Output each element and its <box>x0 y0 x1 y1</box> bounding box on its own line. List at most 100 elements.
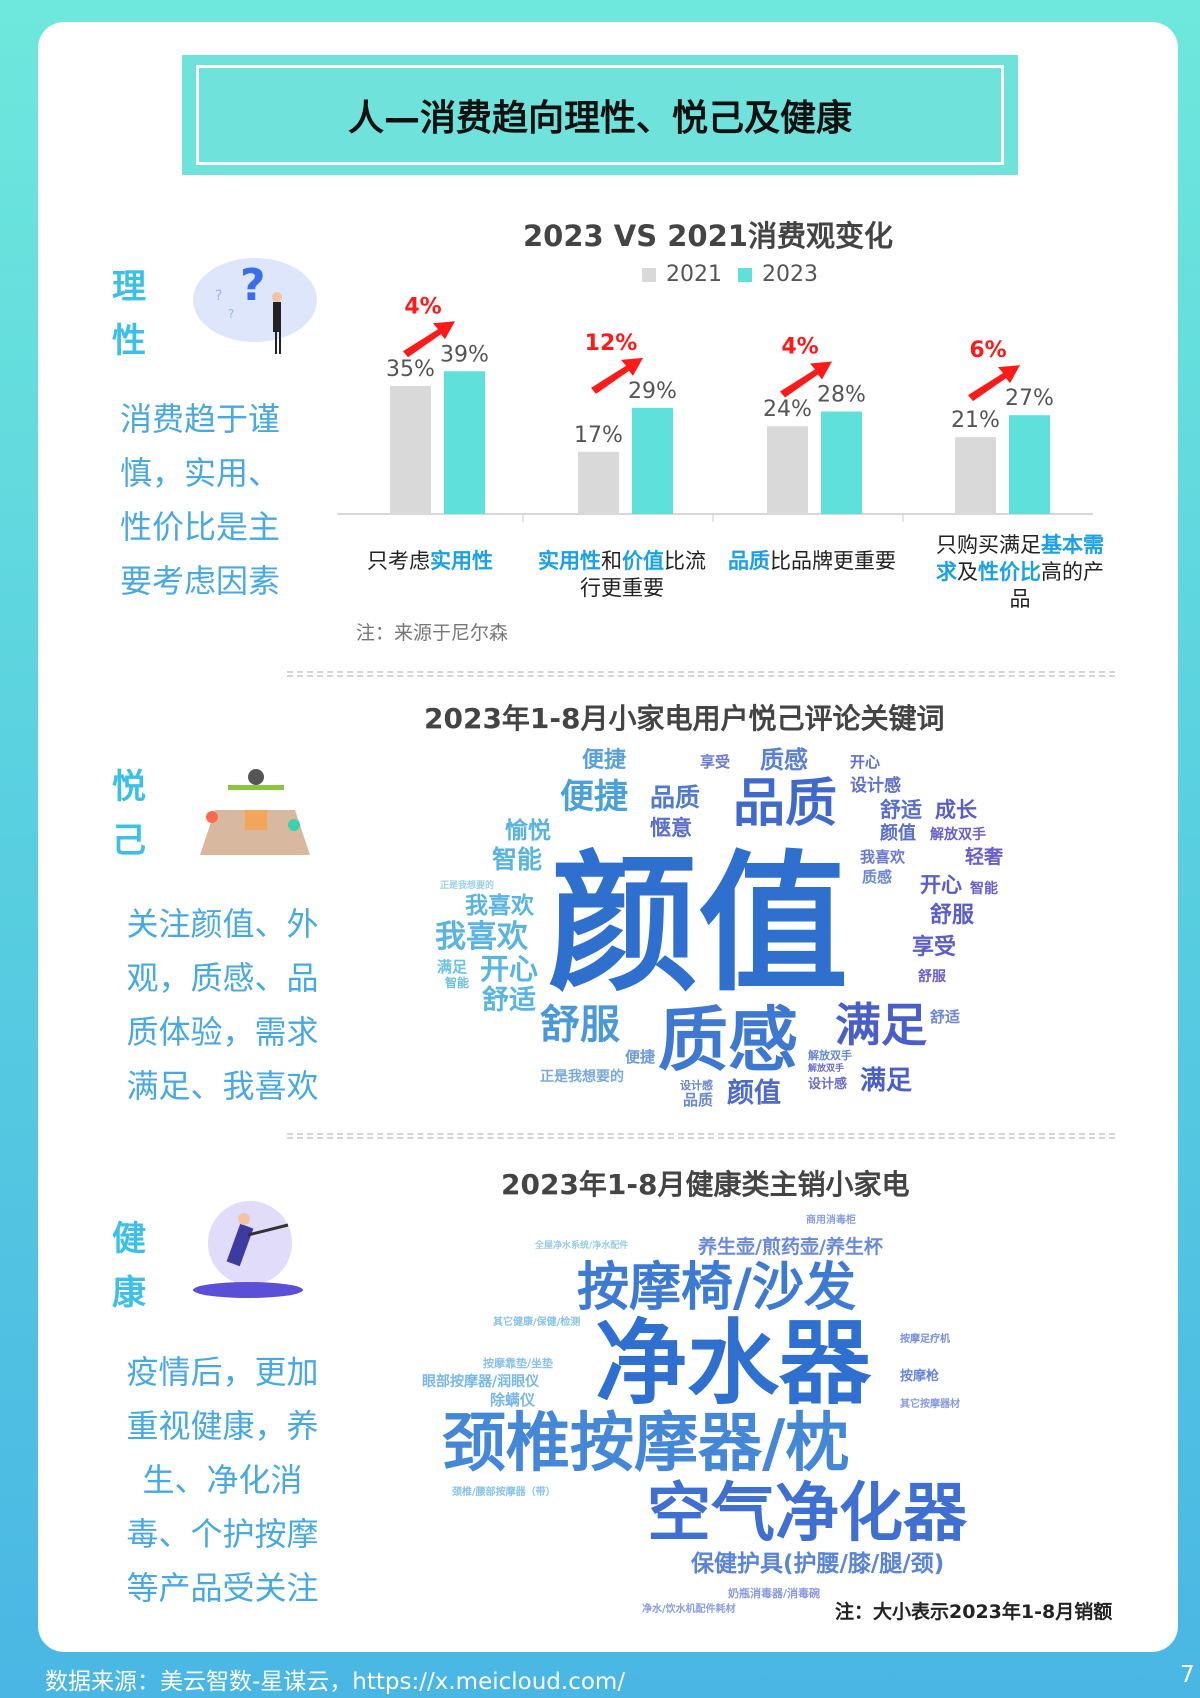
change-label: 4% <box>781 335 818 360</box>
cloud-word: 惬意 <box>650 816 692 840</box>
cloud-word: 净水器 <box>595 1310 872 1417</box>
bar-2021 <box>767 426 808 514</box>
desc-line: 观，质感、品 <box>126 959 319 997</box>
category-segment: 基本需求 <box>936 533 1104 584</box>
cloud-word: 智能 <box>970 881 998 897</box>
cloud-word: 设计感 <box>808 1077 848 1092</box>
cloud-word: 设计感 <box>680 1079 713 1092</box>
cloud-word: 我喜欢 <box>435 919 528 955</box>
title-banner: 人—消费趋向理性、悦己及健康 <box>182 55 1018 175</box>
bar-2023 <box>1009 415 1050 514</box>
cloud-word: 质感 <box>658 999 798 1081</box>
page-number: 7 <box>1180 1662 1195 1688</box>
divider <box>287 1133 1115 1135</box>
cloud-word: 质感 <box>760 746 808 774</box>
cloud-word: 颜值 <box>548 838 849 1012</box>
section-heading-rational: 理性 <box>112 267 146 361</box>
data-label: 27% <box>1005 386 1054 411</box>
category-label: 只购买满足基本需求及性价比高的产品 <box>930 532 1110 613</box>
chart-legend: 2021 2023 <box>642 262 818 287</box>
cloud-word: 便捷 <box>560 777 628 817</box>
cloud-word: 其它按摩器材 <box>900 1399 960 1410</box>
legend-label-2023: 2023 <box>762 262 818 287</box>
desc-line: 关注颜值、外 <box>126 905 319 943</box>
cloud-word: 开心 <box>850 753 881 771</box>
cloud-word: 满足 <box>860 1066 913 1096</box>
desc-line: 消费趋于谨 <box>119 400 280 438</box>
category-label: 实用性和价值比流行更重要 <box>532 548 712 602</box>
bar-2021 <box>390 385 431 514</box>
category-segment: 只购买满足 <box>936 533 1041 557</box>
question-person-illustration: ? ?? <box>193 258 317 354</box>
cloud-word: 我喜欢 <box>860 848 906 866</box>
section-heading-health: 健康 <box>112 1219 146 1313</box>
cloud-word: 按摩枪 <box>900 1369 940 1384</box>
svg-text:?: ? <box>240 260 266 311</box>
bar-2023 <box>632 407 673 514</box>
cloud-word: 舒适 <box>482 985 536 1016</box>
cloud-word: 养生壶/煎药壶/养生杯 <box>698 1236 883 1258</box>
cloud-word: 商用消毒柜 <box>806 1215 856 1226</box>
footer-source: 数据来源：美云智数-星谋云，https://x.meicloud.com/ <box>45 1669 626 1695</box>
chart-title: 2023 VS 2021消费观变化 <box>523 219 893 253</box>
increase-arrow-icon <box>780 361 832 398</box>
cloud-word: 成长 <box>935 798 977 822</box>
data-label: 17% <box>574 423 623 448</box>
cloud-word: 轻奢 <box>965 846 1004 868</box>
page-title: 人—消费趋向理性、悦己及健康 <box>196 65 1004 165</box>
cloud-word: 便捷 <box>625 1048 656 1066</box>
category-segment: 只考虑 <box>367 549 430 573</box>
bar-chart: 35%39% 4% 17%29% 12% 24%28% 4% 21%27% 6% <box>337 294 1093 522</box>
cloud-word: 净水/饮水机配件耗材 <box>642 1604 736 1615</box>
cloud2-note: 注：大小表示2023年1-8月销额 <box>835 1601 1113 1623</box>
desc-line: 要考虑因素 <box>119 562 280 600</box>
cloud-word: 舒适 <box>880 798 922 822</box>
cloud-word: 舒服 <box>930 903 975 928</box>
change-label: 6% <box>969 338 1006 363</box>
increase-arrow-icon <box>403 321 455 358</box>
cloud-word: 颜值 <box>727 1078 781 1109</box>
cloud-word: 解放双手 <box>930 827 986 843</box>
svg-text:?: ? <box>215 288 222 304</box>
cloud-word: 保健护具(护腰/膝/腿/颈) <box>691 1551 945 1577</box>
category-segment: 实用性 <box>430 549 493 573</box>
bar-2023 <box>821 411 862 514</box>
desc-line: 质体验，需求 <box>126 1013 319 1051</box>
divider <box>287 1137 1115 1139</box>
increase-arrow-icon <box>591 357 643 394</box>
cloud-word: 解放双手 <box>808 1064 845 1074</box>
legend-swatch-2023 <box>738 267 752 282</box>
category-segment: 和 <box>601 549 622 573</box>
svg-text:?: ? <box>228 307 234 321</box>
desc-line: 疫情后，更加 <box>126 1353 319 1391</box>
exercise-person-illustration <box>193 1201 303 1298</box>
category-segment: 性价比 <box>978 560 1041 584</box>
data-label: 29% <box>628 379 677 404</box>
cloud-word: 颜值 <box>880 823 916 844</box>
divider <box>287 675 1115 677</box>
cloud-word: 空气净化器 <box>647 1477 967 1551</box>
cloud-word: 满足 <box>835 998 927 1052</box>
chart-note: 注：来源于尼尔森 <box>356 622 509 644</box>
legend-swatch-2021 <box>642 267 656 282</box>
section-heading-self: 悦己 <box>112 767 146 861</box>
cloud-word: 品质 <box>683 1091 714 1109</box>
cloud-word: 品质 <box>733 774 838 834</box>
category-segment: 品质 <box>728 549 770 573</box>
cloud-word: 智能 <box>445 976 470 990</box>
category-segment: 价值 <box>622 549 664 573</box>
section-desc-health: 疫情后，更加 重视健康，养 生、净化消 毒、个护按摩 等产品受关注 <box>110 1345 335 1615</box>
category-segment: 比流行更重要 <box>580 549 706 600</box>
cloud-word: 按摩椅/沙发 <box>577 1258 856 1318</box>
desc-line: 等产品受关注 <box>126 1569 319 1607</box>
cloud-word: 享受 <box>700 753 731 771</box>
data-label: 28% <box>817 383 866 408</box>
cloud-word: 颈椎/腰部按摩器（带） <box>452 1487 556 1498</box>
legend-label-2021: 2021 <box>666 262 722 287</box>
cloud-word: 享受 <box>912 935 957 960</box>
desc-line: 满足、我喜欢 <box>126 1067 319 1105</box>
data-label: 39% <box>440 342 489 367</box>
cloud-word: 除螨仪 <box>490 1391 536 1409</box>
cloud-word: 开心 <box>920 873 962 897</box>
category-segment: 比品牌更重要 <box>770 549 896 573</box>
